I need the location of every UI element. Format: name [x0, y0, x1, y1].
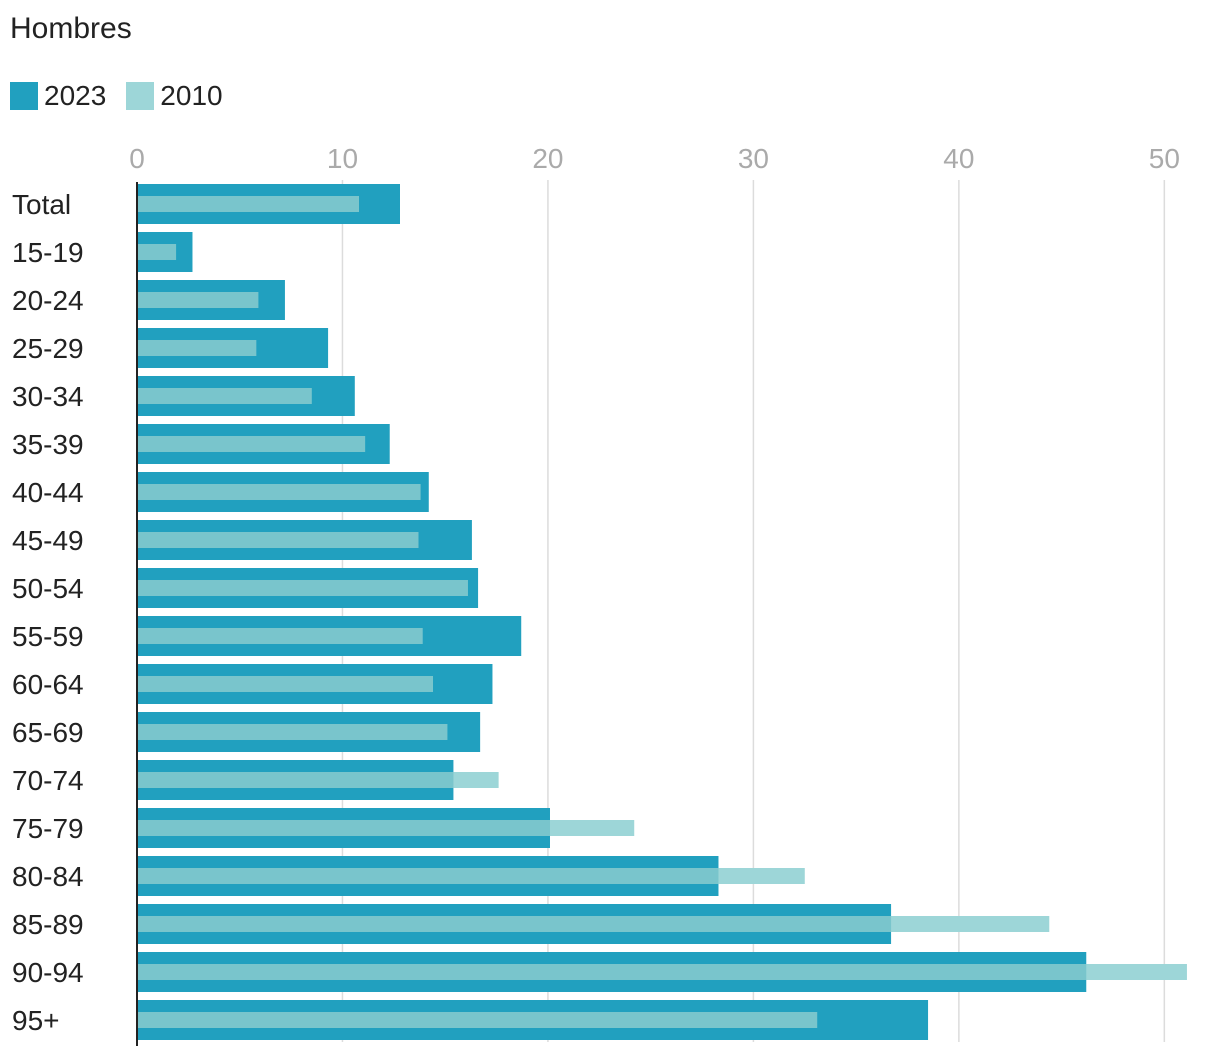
- bar-2010-overlap: [137, 244, 177, 260]
- category-label: 55-59: [12, 621, 84, 652]
- category-label: 20-24: [12, 285, 84, 316]
- category-label: 30-34: [12, 381, 84, 412]
- category-label: 60-64: [12, 669, 84, 700]
- bar-2010-overlap: [137, 484, 421, 500]
- bar-2010-overlap: [137, 964, 1087, 980]
- x-tick-label: 0: [129, 143, 145, 174]
- legend-label-2023: 2023: [44, 80, 107, 111]
- bar-2010-overlap: [137, 580, 468, 596]
- x-tick-label: 10: [327, 143, 358, 174]
- x-tick-label: 20: [532, 143, 563, 174]
- x-tick-label: 30: [738, 143, 769, 174]
- category-label: 15-19: [12, 237, 84, 268]
- category-label: Total: [12, 189, 71, 220]
- category-label: 40-44: [12, 477, 84, 508]
- chart-title: Hombres: [10, 12, 132, 45]
- category-label: 35-39: [12, 429, 84, 460]
- x-tick-label: 40: [943, 143, 974, 174]
- category-label: 50-54: [12, 573, 84, 604]
- bar-2010-overlap: [137, 340, 257, 356]
- category-label: 45-49: [12, 525, 84, 556]
- bar-2010-overlap: [137, 1012, 818, 1028]
- bar-2010-overlap: [137, 436, 366, 452]
- category-label: 95+: [12, 1005, 60, 1036]
- legend-item-2010: 2010: [126, 80, 223, 112]
- category-label: 75-79: [12, 813, 84, 844]
- category-label: 85-89: [12, 909, 84, 940]
- bar-2010-overlap: [137, 628, 423, 644]
- category-label: 65-69: [12, 717, 84, 748]
- bar-2010-overlap: [137, 724, 448, 740]
- legend-item-2023: 2023: [10, 80, 106, 112]
- legend-label-2010: 2010: [160, 80, 223, 111]
- bar-2010-overlap: [137, 868, 719, 884]
- category-label: 70-74: [12, 765, 84, 796]
- legend-swatch-2023: [10, 82, 38, 110]
- bar-2010-overlap: [137, 916, 892, 932]
- bar-2010-overlap: [137, 292, 259, 308]
- bar-2010-overlap: [137, 772, 454, 788]
- bar-2010-overlap: [137, 388, 312, 404]
- legend-swatch-2010: [126, 82, 155, 110]
- category-label: 90-94: [12, 957, 84, 988]
- category-label: 80-84: [12, 861, 84, 892]
- bar-2010-overlap: [137, 820, 550, 836]
- category-label: 25-29: [12, 333, 84, 364]
- bar-2010-overlap: [137, 196, 359, 212]
- bar-2010-overlap: [137, 532, 419, 548]
- legend: 2023 2010: [10, 80, 243, 112]
- bar-2010-overlap: [137, 676, 433, 692]
- x-tick-label: 50: [1149, 143, 1180, 174]
